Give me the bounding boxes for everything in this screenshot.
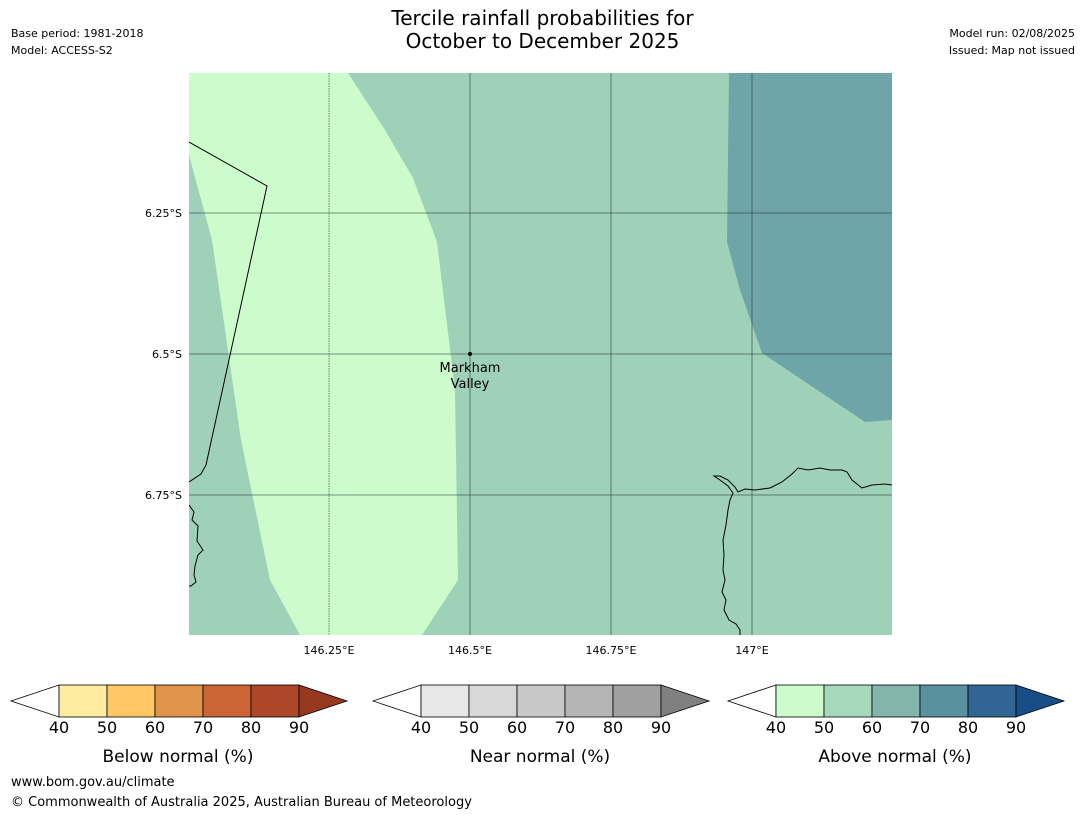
colorbar-high-extension	[1015, 684, 1066, 718]
map-figure: Markham Valley 6.25°S 6.5°S 6.75°S 146.2…	[145, 73, 892, 657]
colorbar-below-normal-label: Below normal (%)	[103, 747, 254, 767]
colorbar-cell	[823, 684, 873, 718]
colorbar-tick-label: 70	[910, 718, 930, 737]
colorbar-cell	[612, 684, 662, 718]
colorbar-tick-label: 90	[651, 718, 671, 737]
colorbar-below-normal: 40 50 60 70 80 90 Below normal (%)	[9, 684, 349, 767]
colorbar-high-extension	[660, 684, 711, 718]
lat-label-6-75: 6.75°S	[145, 489, 182, 502]
colorbar-tick-label: 60	[507, 718, 527, 737]
colorbar-cell	[919, 684, 969, 718]
markham-valley-marker	[468, 352, 472, 356]
footer-copyright: © Commonwealth of Australia 2025, Austra…	[11, 795, 472, 810]
colorbar-above-normal: 40 50 60 70 80 90 Above normal (%)	[726, 684, 1066, 767]
colorbar-tick-label: 40	[411, 718, 431, 737]
place-label-line1: Markham	[440, 361, 501, 376]
colorbar-cell	[58, 684, 108, 718]
colorbar-low-extension	[726, 684, 777, 718]
colorbar-tick-label: 90	[289, 718, 309, 737]
probability-70-80-area	[727, 73, 892, 422]
colorbar-above-normal-label: Above normal (%)	[818, 747, 971, 767]
colorbar-cell	[420, 684, 470, 718]
title-line-1: Tercile rainfall probabilities for	[391, 6, 694, 30]
issued-text: Issued: Map not issued	[948, 44, 1075, 57]
graticule	[189, 73, 892, 635]
boundaries	[189, 141, 892, 635]
colorbar-near-normal-label: Near normal (%)	[470, 747, 610, 767]
place-label-line2: Valley	[451, 377, 490, 392]
coastline-west	[189, 504, 204, 587]
footer-url: www.bom.gov.au/climate	[11, 775, 175, 790]
colorbar-tick-label: 80	[958, 718, 978, 737]
colorbar-cell	[516, 684, 566, 718]
lon-label-146-25: 146.25°E	[304, 644, 355, 657]
colorbar-cell	[871, 684, 921, 718]
title-line-2: October to December 2025	[405, 29, 680, 53]
colorbar-cell	[154, 684, 204, 718]
colorbar-near-normal: 40 50 60 70 80 90 Near normal (%)	[371, 684, 711, 767]
colorbar-tick-label: 50	[814, 718, 834, 737]
colorbar-cell	[106, 684, 156, 718]
model-text: Model: ACCESS-S2	[11, 44, 113, 57]
lon-label-146-5: 146.5°E	[448, 644, 492, 657]
colorbar-high-extension	[298, 684, 349, 718]
lat-label-6-25: 6.25°S	[145, 207, 182, 220]
provincial-border	[189, 141, 268, 483]
lat-label-6-5: 6.5°S	[152, 348, 182, 361]
lon-axis-labels: 146.25°E 146.5°E 146.75°E 147°E	[304, 644, 769, 657]
colorbar-tick-label: 90	[1006, 718, 1026, 737]
colorbar-tick-label: 50	[97, 718, 117, 737]
colorbar-cell	[250, 684, 300, 718]
colorbar-cell	[967, 684, 1017, 718]
colorbar-tick-label: 80	[241, 718, 261, 737]
colorbar-cell	[468, 684, 518, 718]
colorbar-low-extension	[371, 684, 422, 718]
colorbar-tick-label: 60	[862, 718, 882, 737]
lon-label-146-75: 146.75°E	[586, 644, 637, 657]
colorbar-low-extension	[9, 684, 60, 718]
map-title: Tercile rainfall probabilities for Octob…	[0, 7, 1085, 53]
colorbar-cell	[564, 684, 614, 718]
colorbar-cell	[775, 684, 825, 718]
colorbar-cell	[202, 684, 252, 718]
colorbar-tick-label: 70	[555, 718, 575, 737]
lat-axis-labels: 6.25°S 6.5°S 6.75°S	[145, 207, 182, 502]
base-period-text: Base period: 1981-2018	[11, 27, 144, 40]
coastline-east	[712, 467, 892, 635]
header-left: Base period: 1981-2018 Model: ACCESS-S2	[11, 25, 143, 59]
lon-label-147: 147°E	[735, 644, 768, 657]
colorbar-tick-label: 70	[193, 718, 213, 737]
colorbar-tick-label: 80	[603, 718, 623, 737]
colorbar-legends: 40 50 60 70 80 90 Below normal (%) 40 50 60 70 80…	[9, 684, 1066, 767]
colorbar-tick-label: 40	[766, 718, 786, 737]
map-panel: Markham Valley	[189, 73, 892, 635]
colorbar-tick-label: 50	[459, 718, 479, 737]
header-right: Model run: 02/08/2025 Issued: Map not is…	[949, 25, 1075, 59]
colorbar-tick-label: 60	[145, 718, 165, 737]
model-run-text: Model run: 02/08/2025	[949, 27, 1075, 40]
colorbar-tick-label: 40	[49, 718, 69, 737]
